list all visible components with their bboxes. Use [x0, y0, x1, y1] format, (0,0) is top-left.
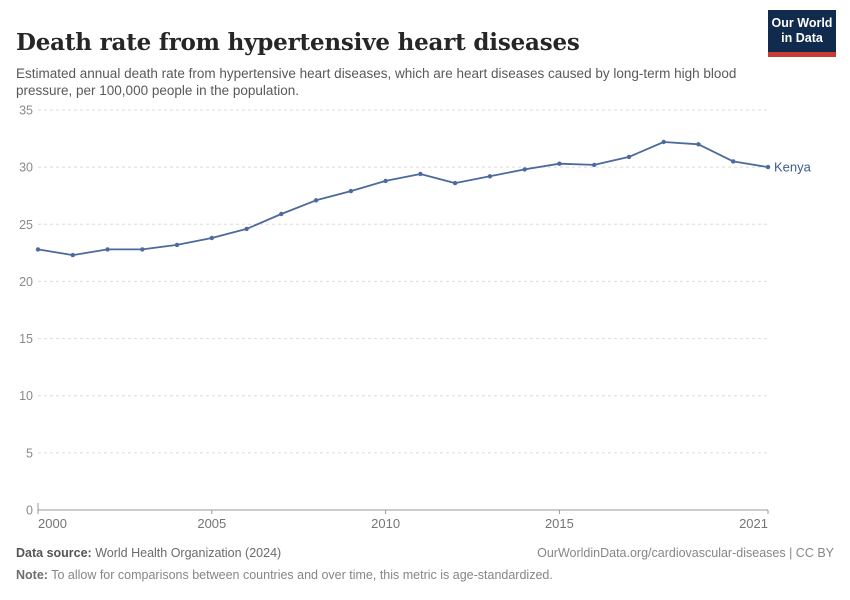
- data-point[interactable]: [105, 247, 110, 252]
- data-point[interactable]: [731, 159, 736, 164]
- owid-logo-line2: in Data: [781, 31, 823, 46]
- data-point[interactable]: [487, 174, 493, 179]
- y-axis-label: 0: [26, 504, 33, 518]
- data-point[interactable]: [696, 142, 701, 147]
- data-point[interactable]: [70, 252, 76, 258]
- footer-note-value: To allow for comparisons between countri…: [47, 568, 553, 582]
- owid-logo-line1: Our World: [771, 16, 833, 30]
- x-axis-label: 2015: [545, 516, 574, 531]
- data-point[interactable]: [35, 247, 41, 252]
- footer-license-link[interactable]: OurWorldinData.org/cardiovascular-diseas…: [537, 546, 834, 560]
- owid-logo[interactable]: Our World in Data: [768, 10, 836, 57]
- footer-note: Note: To allow for comparisons between c…: [16, 568, 553, 582]
- data-point[interactable]: [557, 161, 562, 166]
- data-point[interactable]: [661, 139, 666, 145]
- page-subtitle: Estimated annual death rate from hyperte…: [16, 65, 737, 99]
- x-axis-label: 2005: [197, 516, 226, 531]
- data-point[interactable]: [279, 211, 284, 217]
- data-point[interactable]: [209, 235, 214, 241]
- data-point[interactable]: [765, 164, 771, 170]
- y-axis-label: 25: [19, 218, 33, 232]
- data-point[interactable]: [522, 167, 527, 172]
- data-line: [37, 141, 769, 257]
- y-axis-label: 30: [19, 161, 33, 175]
- data-point[interactable]: [592, 162, 597, 168]
- page-title: Death rate from hypertensive heart disea…: [16, 29, 580, 57]
- y-axis-label: 20: [19, 275, 33, 289]
- line-chart-canvas: 0 5 10 15 20 25 30 35 2000 2005 2010 2015 2021 Kenya: [19, 104, 812, 532]
- data-point[interactable]: [140, 247, 145, 252]
- y-axis-label: 5: [26, 446, 33, 460]
- data-point[interactable]: [383, 178, 388, 184]
- data-point[interactable]: [313, 198, 319, 203]
- data-point[interactable]: [244, 226, 249, 232]
- entity-label[interactable]: Kenya: [774, 160, 812, 175]
- footer-source-value: World Health Organization (2024): [91, 546, 282, 560]
- data-point[interactable]: [418, 171, 423, 177]
- data-point[interactable]: [348, 188, 354, 194]
- x-axis-label: 2010: [371, 516, 400, 531]
- y-axis-label: 10: [19, 389, 33, 403]
- data-point[interactable]: [174, 242, 180, 248]
- data-point[interactable]: [626, 154, 632, 160]
- x-axis-label: 2021: [739, 516, 768, 531]
- x-axis-label: 2000: [38, 516, 67, 531]
- data-point[interactable]: [452, 180, 458, 186]
- footer-source-label: Data source:: [16, 546, 92, 560]
- footer-note-label: Note:: [16, 568, 48, 582]
- footer-source: Data source: World Health Organization (…: [16, 546, 281, 560]
- y-axis-label: 15: [19, 332, 33, 346]
- y-axis-label: 35: [19, 104, 33, 118]
